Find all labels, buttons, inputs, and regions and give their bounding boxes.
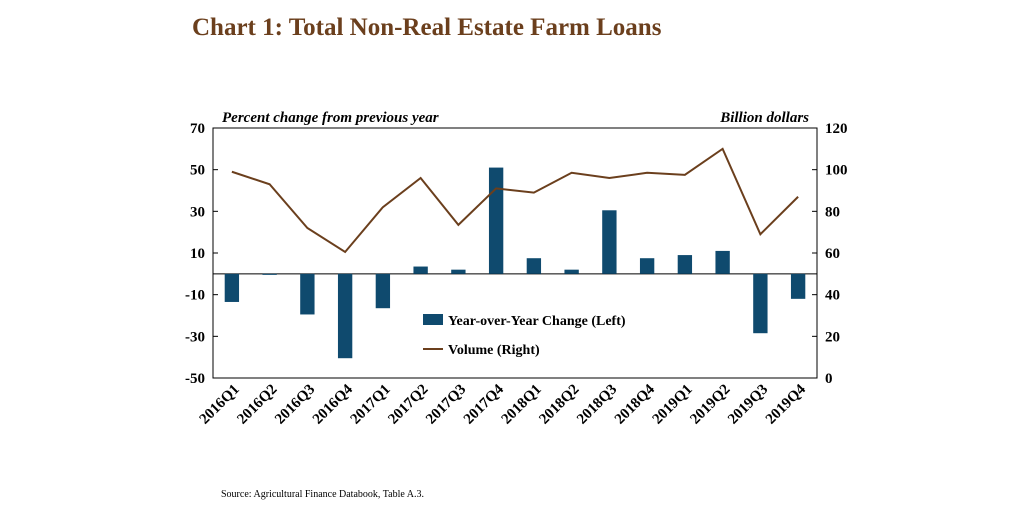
x-tick-label: 2016Q2 (234, 382, 280, 428)
bar-2018Q1 (526, 258, 542, 274)
left-tick-label: 10 (190, 246, 205, 262)
source-note: Source: Agricultural Finance Databook, T… (221, 489, 424, 500)
x-tick-label: 2019Q4 (763, 381, 809, 427)
bar-2017Q3 (451, 269, 466, 274)
x-tick-label: 2018Q1 (499, 382, 545, 428)
left-axis-label: Percent change from previous year (222, 110, 439, 126)
legend-label-line: Volume (Right) (448, 343, 540, 358)
x-tick-label: 2016Q4 (310, 381, 356, 427)
x-tick-label: 2017Q4 (461, 381, 507, 427)
bar-2019Q2 (715, 250, 730, 274)
volume-line (231, 147, 799, 254)
bar-2017Q1 (375, 273, 391, 309)
chart-title: Chart 1: Total Non-Real Estate Farm Loan… (192, 14, 662, 41)
x-tick-label: 2016Q3 (272, 382, 318, 428)
x-tick-label: 2017Q3 (423, 382, 469, 428)
bar-2017Q4 (488, 167, 504, 274)
bar-2016Q3 (300, 273, 315, 315)
left-tick-label: -10 (185, 288, 205, 304)
x-tick-label: 2017Q1 (348, 382, 394, 428)
left-tick-label: -30 (185, 329, 205, 345)
bar-2018Q3 (602, 210, 617, 274)
left-tick-label: 30 (190, 204, 205, 220)
bar-2016Q2 (262, 273, 277, 275)
bar-2018Q4 (639, 258, 655, 274)
x-tick-label: 2018Q3 (574, 382, 620, 428)
right-tick-label: 100 (825, 163, 848, 179)
bar-2018Q2 (564, 269, 579, 274)
legend-label-bar: Year-over-Year Change (Left) (448, 314, 626, 329)
right-tick-label: 60 (825, 246, 840, 262)
left-tick-label: 50 (190, 163, 205, 179)
bar-2017Q2 (413, 266, 428, 274)
right-tick-label: 80 (825, 204, 840, 220)
bar-2016Q4 (337, 273, 353, 359)
bar-2019Q1 (677, 255, 693, 274)
right-tick-label: 0 (825, 371, 833, 387)
x-tick-label: 2019Q3 (725, 382, 771, 428)
left-tick-label: 70 (190, 121, 205, 137)
right-axis-label: Billion dollars (719, 110, 809, 126)
x-tick-label: 2019Q1 (650, 382, 696, 428)
x-tick-label: 2016Q1 (197, 382, 243, 428)
bar-2016Q1 (224, 273, 240, 302)
x-tick-label: 2017Q2 (385, 382, 431, 428)
legend-swatch-bar (423, 314, 443, 325)
x-tick-label: 2019Q2 (687, 382, 733, 428)
right-tick-label: 20 (825, 329, 840, 345)
right-tick-label: 40 (825, 288, 840, 304)
left-tick-label: -50 (185, 371, 205, 387)
x-tick-label: 2018Q2 (536, 382, 582, 428)
right-tick-label: 120 (825, 121, 848, 137)
bar-2019Q3 (753, 273, 768, 334)
x-tick-label: 2018Q4 (612, 381, 658, 427)
bar-2019Q4 (790, 273, 806, 299)
